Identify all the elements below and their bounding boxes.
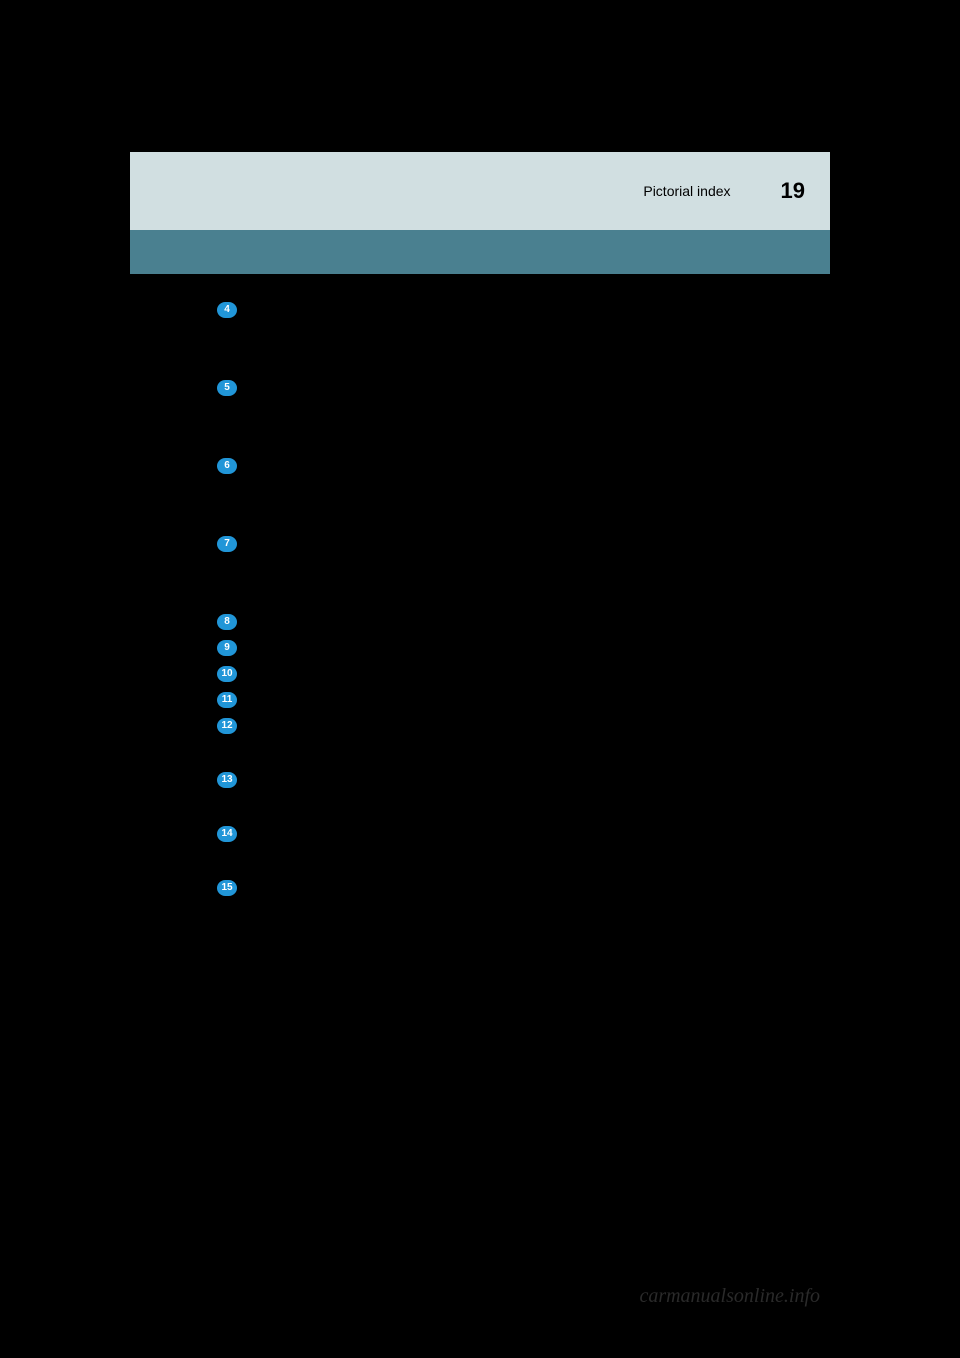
index-badge-number: 15 <box>221 883 232 893</box>
index-badge-number: 12 <box>221 721 232 731</box>
index-badge[interactable]: 6 <box>217 458 237 474</box>
index-badge[interactable]: 7 <box>217 536 237 552</box>
index-badge[interactable]: 4 <box>217 302 237 318</box>
index-badge-number: 6 <box>224 461 230 471</box>
index-badge-number: 7 <box>224 539 230 549</box>
watermark-text: carmanualsonline.info <box>639 1285 820 1308</box>
index-badge-number: 14 <box>221 829 232 839</box>
index-badge[interactable]: 5 <box>217 380 237 396</box>
page-number: 19 <box>781 178 805 204</box>
index-badge[interactable]: 14 <box>217 826 237 842</box>
index-badge[interactable]: 11 <box>217 692 237 708</box>
index-badge[interactable]: 10 <box>217 666 237 682</box>
page-container: Pictorial index 19 4 5 6 7 8 9 10 11 12 13 14 15 <box>130 152 830 1182</box>
index-badge[interactable]: 12 <box>217 718 237 734</box>
index-badge-number: 9 <box>224 643 230 653</box>
section-title: Pictorial index <box>643 183 730 199</box>
header-bar: Pictorial index 19 <box>130 152 830 230</box>
index-list: 4 5 6 7 8 9 10 11 12 13 14 15 <box>217 302 830 896</box>
index-badge[interactable]: 9 <box>217 640 237 656</box>
teal-section-bar <box>130 230 830 274</box>
index-badge-number: 5 <box>224 383 230 393</box>
index-badge-number: 13 <box>221 775 232 785</box>
content-area: 4 5 6 7 8 9 10 11 12 13 14 15 <box>130 274 830 896</box>
index-badge-number: 10 <box>221 669 232 679</box>
index-badge-number: 4 <box>224 305 230 315</box>
index-badge-number: 8 <box>224 617 230 627</box>
index-badge-number: 11 <box>222 695 233 705</box>
index-badge[interactable]: 13 <box>217 772 237 788</box>
index-badge[interactable]: 8 <box>217 614 237 630</box>
index-badge[interactable]: 15 <box>217 880 237 896</box>
